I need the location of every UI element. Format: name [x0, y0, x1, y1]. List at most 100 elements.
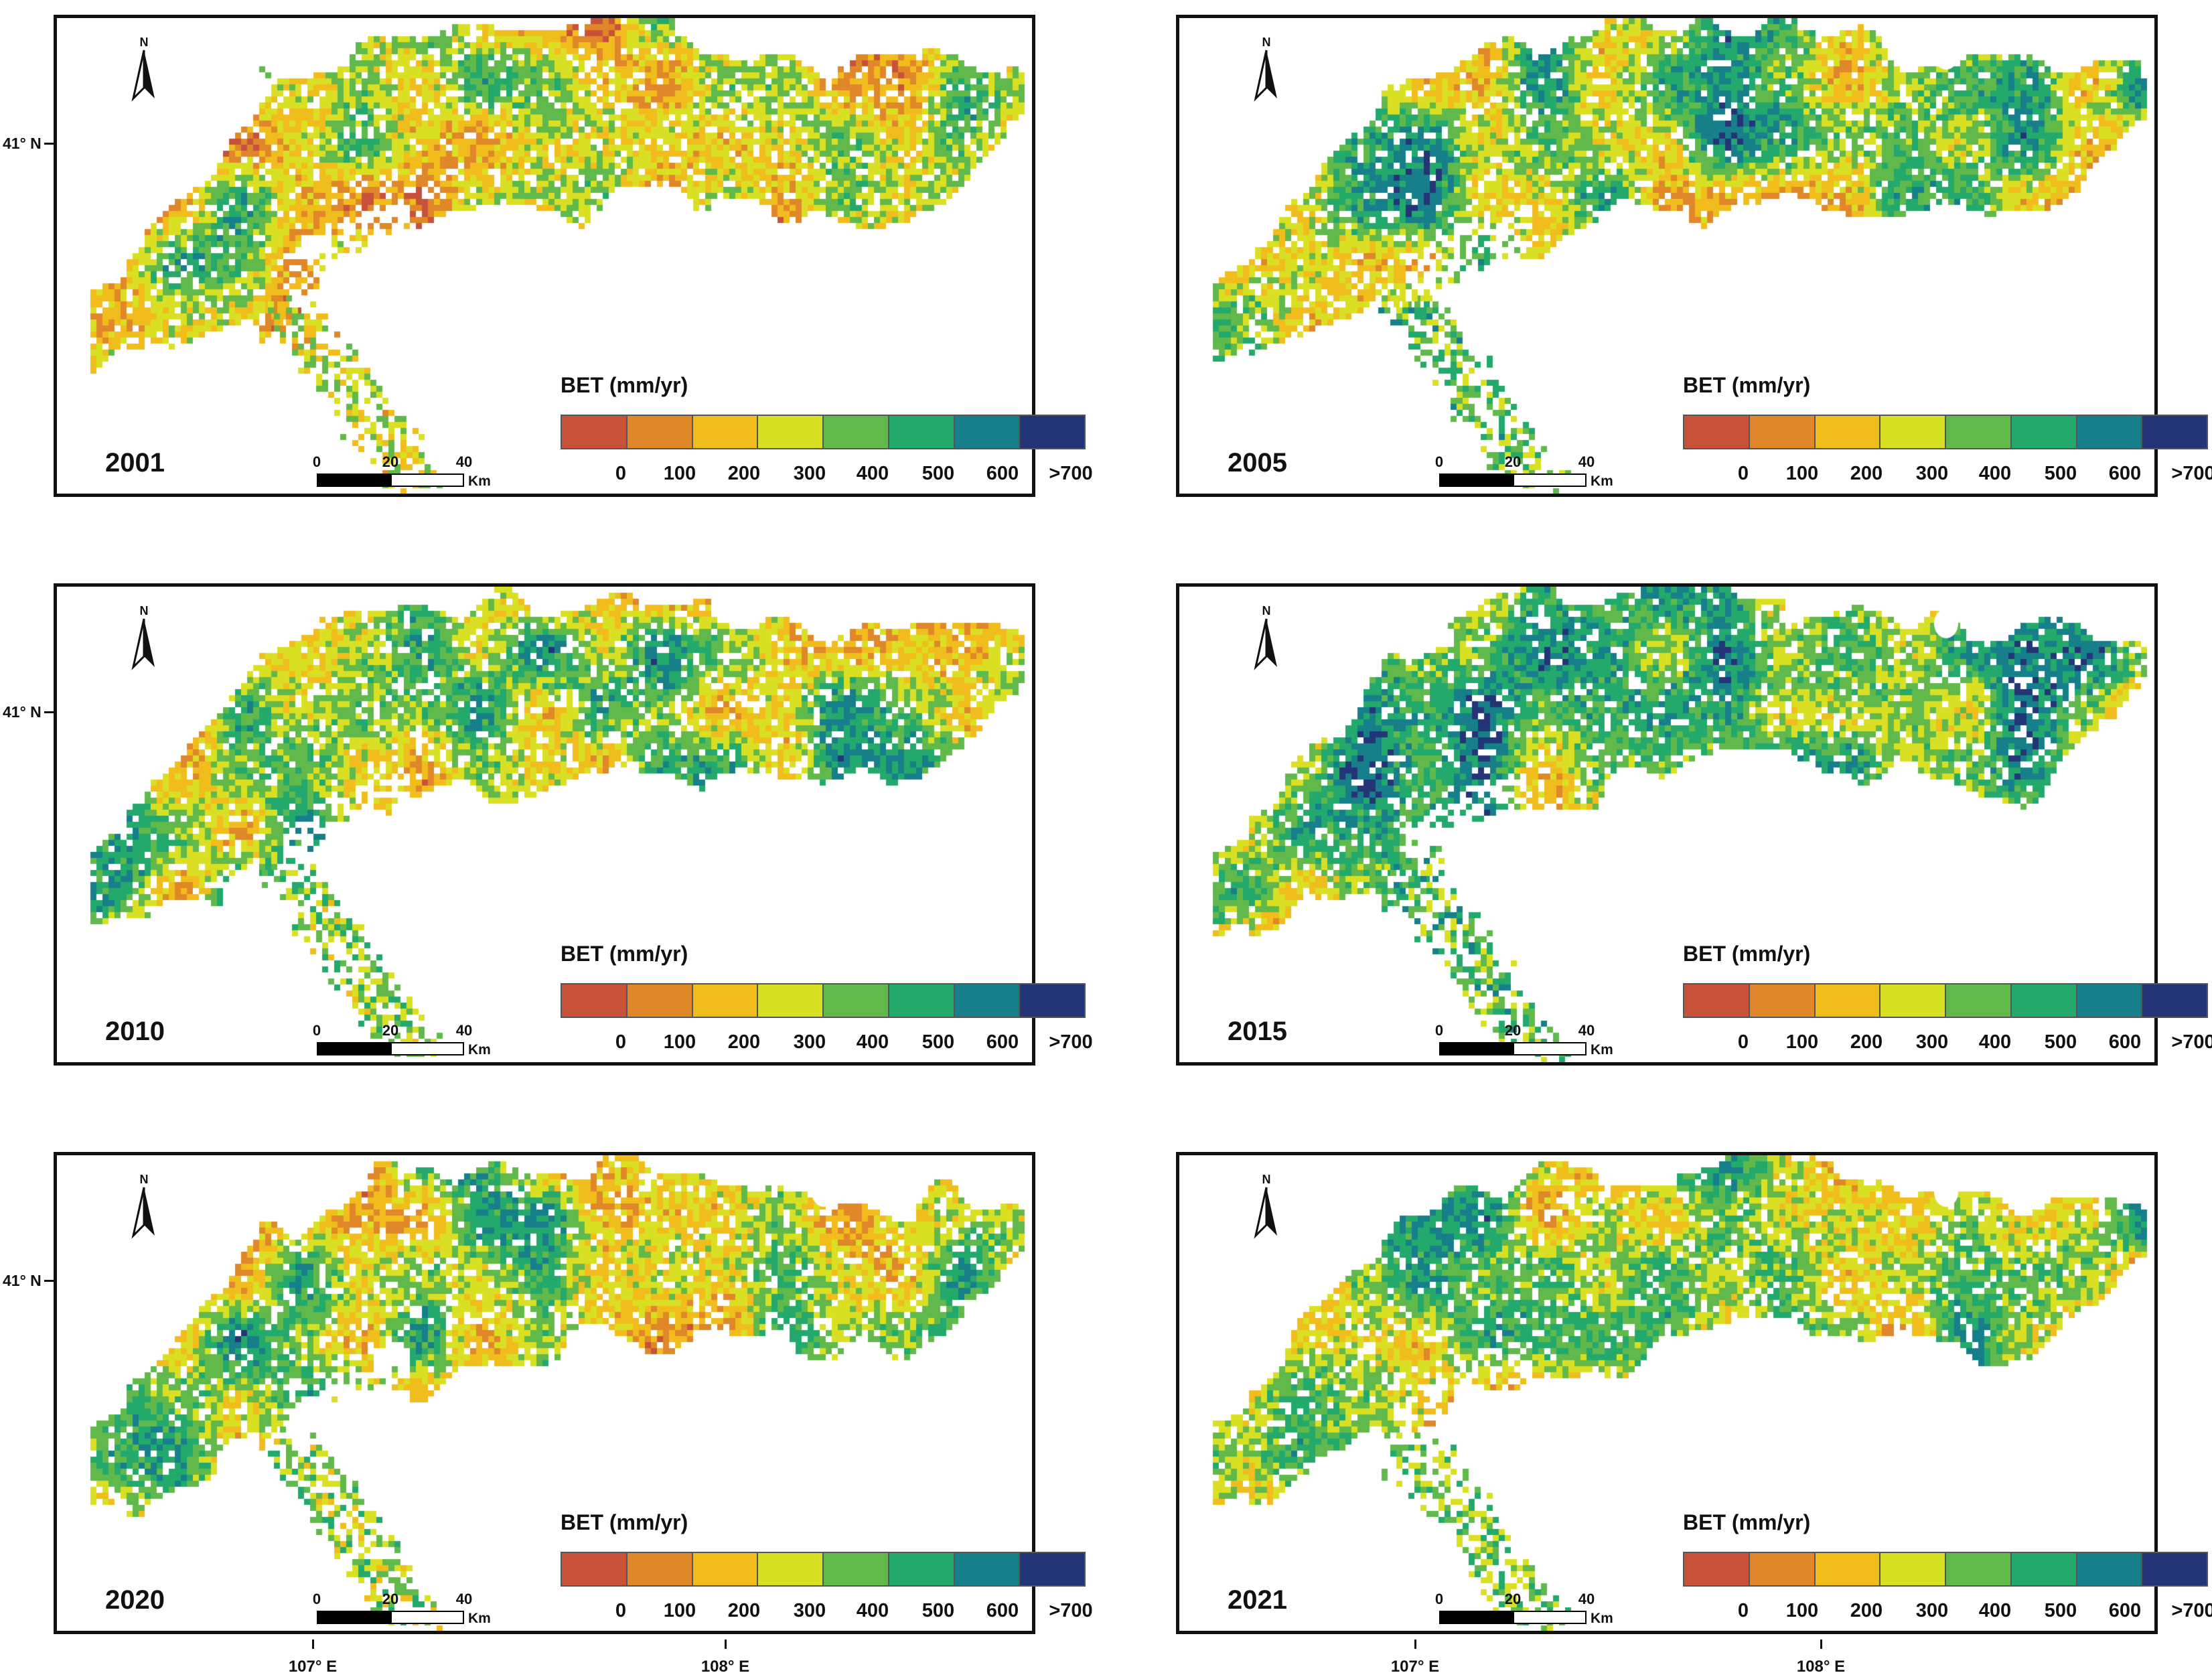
legend-label: 500 — [921, 463, 955, 484]
legend-swatch — [692, 1553, 759, 1585]
legend-label: 200 — [1850, 1600, 1883, 1621]
legend-label: 600 — [986, 1600, 1019, 1621]
legend-swatch — [2142, 1553, 2207, 1585]
legend-label: >700 — [1049, 1600, 1093, 1621]
longitude-label: 107° E — [288, 1658, 338, 1676]
legend-color-bar — [561, 415, 1086, 449]
legend-swatch — [824, 1553, 889, 1585]
legend-label: 0 — [1737, 1031, 1749, 1053]
legend-label: 100 — [1785, 1031, 1819, 1053]
legend-label: 500 — [2044, 1031, 2077, 1053]
legend-title: BET (mm/yr) — [1683, 373, 1811, 397]
legend-swatch — [2077, 984, 2143, 1017]
legend-swatch — [2011, 1553, 2077, 1585]
legend-label: 300 — [1915, 1600, 1949, 1621]
legend-label: 0 — [615, 1600, 627, 1621]
legend-color-bar — [1683, 983, 2208, 1018]
legend-label: 500 — [2044, 1600, 2077, 1621]
legend-label: 600 — [986, 463, 1019, 484]
legend-swatch — [562, 416, 628, 448]
legend-swatch — [692, 416, 759, 448]
legend-label: 500 — [921, 1600, 955, 1621]
legend-label: 200 — [1850, 463, 1883, 484]
legend-color-bar — [1683, 1552, 2208, 1587]
scale-bar: 0 20 40 Km — [312, 1022, 491, 1057]
panel-year-label: 2015 — [1228, 1017, 1287, 1046]
legend-swatch — [1881, 416, 1946, 448]
scale-bar: 0 20 40 Km — [312, 1591, 491, 1626]
legend-swatch — [954, 416, 1021, 448]
legend-swatch — [954, 1553, 1021, 1585]
legend-label: 400 — [856, 1600, 889, 1621]
legend-swatch — [1749, 1553, 1816, 1585]
legend-label: 300 — [793, 1600, 826, 1621]
legend-color-bar — [561, 1552, 1086, 1587]
longitude-tick — [312, 1639, 314, 1649]
latitude-label: 41° N — [3, 703, 42, 721]
legend-label: 300 — [1915, 1031, 1949, 1053]
legend-swatch — [627, 416, 693, 448]
legend-label: 0 — [615, 463, 627, 484]
legend-label: 500 — [921, 1031, 955, 1053]
longitude-label: 107° E — [1390, 1658, 1440, 1676]
scale-bar: 0 20 40 Km — [1434, 1591, 1613, 1626]
map-panel-2005: N BET (mm/yr) 0 100 200 300 400 500 600 >700 0 … — [1176, 15, 2212, 497]
legend-label: 100 — [663, 1031, 696, 1053]
legend-swatch — [954, 984, 1021, 1017]
legend-swatch — [1815, 984, 1881, 1017]
map-panel-2015: N BET (mm/yr) 0 100 200 300 400 500 600 >700 0 … — [1176, 583, 2212, 1066]
longitude-tick — [1414, 1639, 1416, 1649]
legend-swatch — [889, 416, 955, 448]
legend-label: 500 — [2044, 463, 2077, 484]
longitude-label: 108° E — [701, 1658, 750, 1676]
legend-label: 0 — [615, 1031, 627, 1053]
legend-label: 200 — [727, 1031, 761, 1053]
panel-year-label: 2001 — [105, 448, 165, 478]
legend-swatch — [758, 1553, 824, 1585]
legend-swatch — [1946, 416, 2012, 448]
legend-swatch — [1946, 984, 2012, 1017]
legend-label: 300 — [793, 1031, 826, 1053]
longitude-label: 108° E — [1796, 1658, 1846, 1676]
legend-label: 600 — [2108, 1031, 2142, 1053]
legend-label: >700 — [2171, 1600, 2212, 1621]
legend-swatch — [1881, 984, 1946, 1017]
north-arrow-icon: N — [1246, 1173, 1286, 1246]
legend-swatch — [1749, 416, 1816, 448]
legend-swatch — [2011, 984, 2077, 1017]
legend-label: 0 — [1737, 463, 1749, 484]
legend-swatch — [562, 984, 628, 1017]
map-panel-2010: N BET (mm/yr) 0 100 200 300 400 500 600 >700 0 … — [54, 583, 1093, 1066]
latitude-tick — [44, 143, 54, 145]
north-arrow-icon: N — [1246, 35, 1286, 109]
legend-label: 100 — [1785, 463, 1819, 484]
scale-bar: 0 20 40 Km — [1434, 1022, 1613, 1057]
legend-title: BET (mm/yr) — [561, 942, 688, 966]
longitude-tick — [725, 1639, 727, 1649]
legend-swatch — [1684, 1553, 1750, 1585]
legend-title: BET (mm/yr) — [1683, 942, 1811, 966]
legend-swatch — [1020, 416, 1084, 448]
legend-label: 200 — [727, 463, 761, 484]
legend-swatch — [1749, 984, 1816, 1017]
bet-raster-map — [1179, 587, 2154, 1062]
legend-swatch — [889, 1553, 955, 1585]
north-arrow-icon: N — [124, 1173, 164, 1246]
legend-label: 400 — [1978, 1600, 2012, 1621]
legend-label: 400 — [856, 463, 889, 484]
legend-label: 100 — [663, 1600, 696, 1621]
legend-swatch — [1815, 1553, 1881, 1585]
legend-swatch — [824, 984, 889, 1017]
latitude-label: 41° N — [3, 1272, 42, 1289]
map-panel-2001: N BET (mm/yr) 0 100 200 300 400 500 600 >700 0 … — [54, 15, 1093, 497]
legend-swatch — [2142, 416, 2207, 448]
legend-label: >700 — [1049, 463, 1093, 484]
panel-year-label: 2005 — [1228, 448, 1287, 478]
legend-label: 200 — [1850, 1031, 1883, 1053]
legend-swatch — [2142, 984, 2207, 1017]
longitude-tick — [1820, 1639, 1822, 1649]
legend-swatch — [1684, 984, 1750, 1017]
legend-label: 400 — [1978, 1031, 2012, 1053]
bet-raster-map — [57, 1155, 1032, 1631]
legend-label: 600 — [2108, 463, 2142, 484]
